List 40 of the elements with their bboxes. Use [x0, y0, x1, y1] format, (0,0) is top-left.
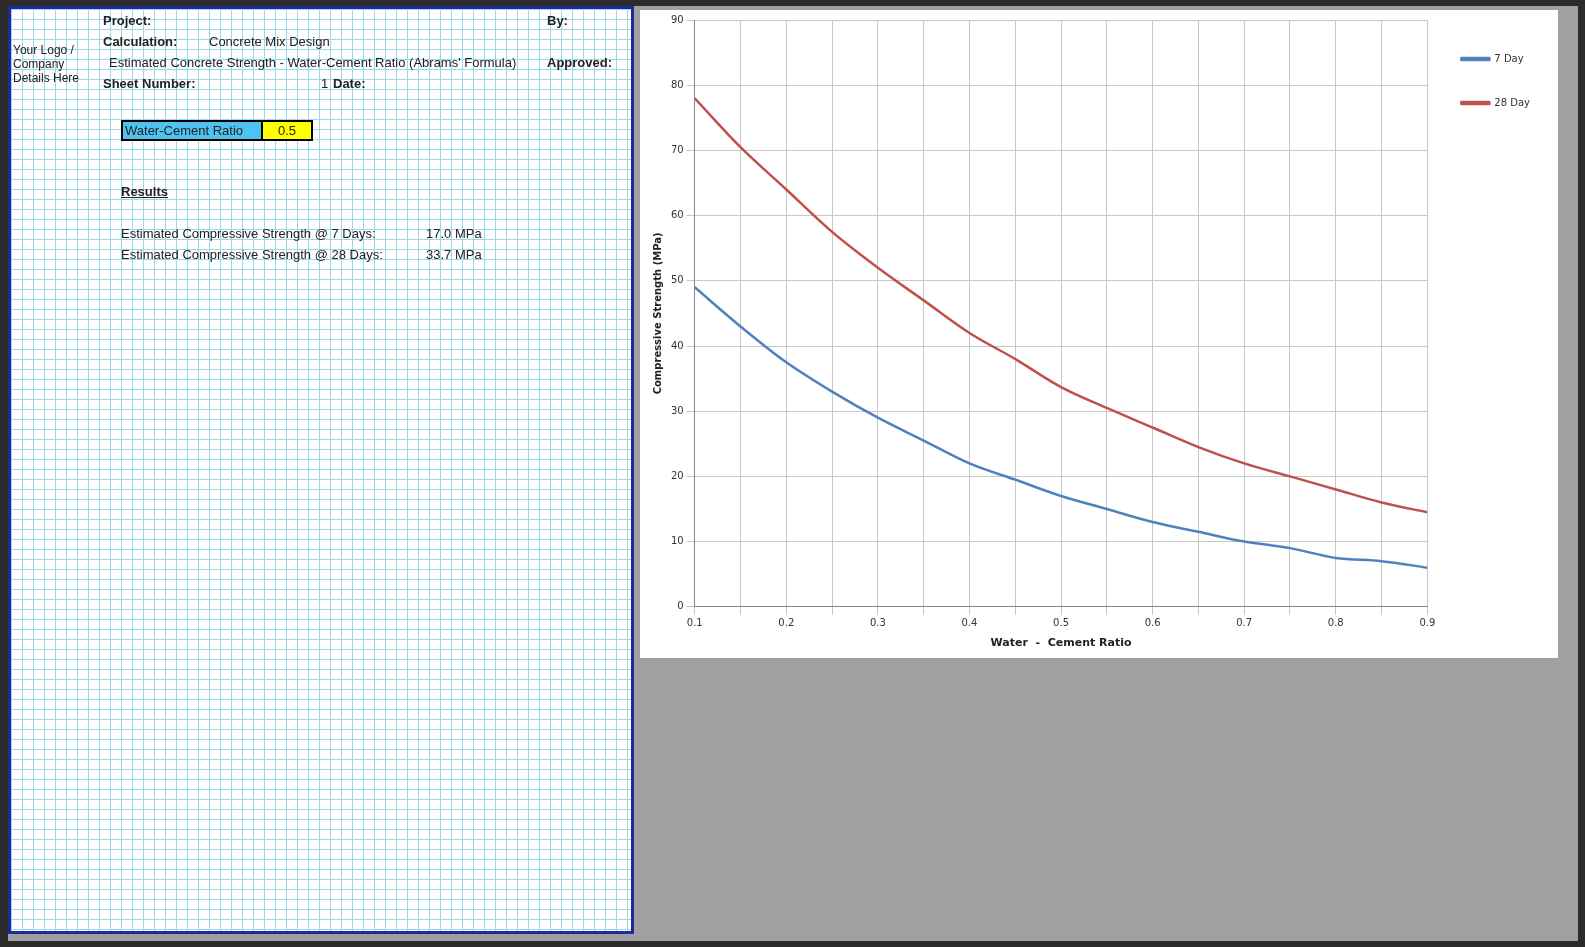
y-tick-label: 60: [670, 209, 684, 221]
x-tick-label: 0.8: [1327, 617, 1344, 629]
text: Concrete Mix Design: [209, 34, 330, 49]
x-tick-label: 0.4: [961, 617, 978, 629]
text: Estimated Compressive Strength @ 28 Days:: [121, 247, 383, 262]
text: By:: [547, 13, 568, 28]
y-tick-label: 90: [670, 13, 684, 25]
x-axis-title: Water - Cement Ratio: [990, 636, 1132, 650]
y-tick-label: 20: [670, 469, 684, 481]
text: 0.5: [261, 120, 313, 141]
x-tick-label: 0.9: [1419, 617, 1436, 629]
x-tick-label: 0.5: [1053, 617, 1069, 629]
y-tick-label: 70: [670, 143, 684, 155]
text: Project:: [103, 13, 152, 28]
text: 1: [321, 76, 329, 91]
y-tick-label: 40: [670, 339, 684, 351]
x-tick-label: 0.7: [1236, 617, 1253, 629]
y-tick-label: 10: [670, 535, 684, 547]
text: Calculation:: [103, 34, 178, 49]
y-tick-label: 50: [670, 274, 684, 286]
x-tick-label: 0.2: [778, 617, 795, 629]
text: Estimated Concrete Strength - Water-Cement Ratio (Abrams' Formula): [109, 55, 517, 70]
legend-label: 28 Day: [1494, 96, 1531, 108]
y-axis-title: Compressive Strength (MPa): [651, 232, 663, 395]
text: Your Logo / Company Details Here: [13, 43, 81, 85]
x-tick-label: 0.1: [686, 617, 703, 629]
text: Date:: [333, 76, 366, 91]
x-tick-label: 0.3: [869, 617, 886, 629]
text: Sheet Number:: [103, 76, 196, 91]
text: Results: [121, 184, 168, 199]
text: 33.7 MPa: [426, 247, 482, 262]
y-tick-label: 30: [670, 404, 684, 416]
text: 17.0 MPa: [426, 226, 482, 241]
text: Estimated Compressive Strength @ 7 Days:: [121, 226, 376, 241]
y-tick-label: 0: [677, 600, 684, 612]
legend-label: 7 Day: [1494, 52, 1524, 64]
text: Water-Cement Ratio: [121, 120, 263, 141]
y-tick-label: 80: [670, 78, 684, 90]
x-tick-label: 0.6: [1144, 617, 1161, 629]
text: Approved:: [547, 55, 612, 70]
